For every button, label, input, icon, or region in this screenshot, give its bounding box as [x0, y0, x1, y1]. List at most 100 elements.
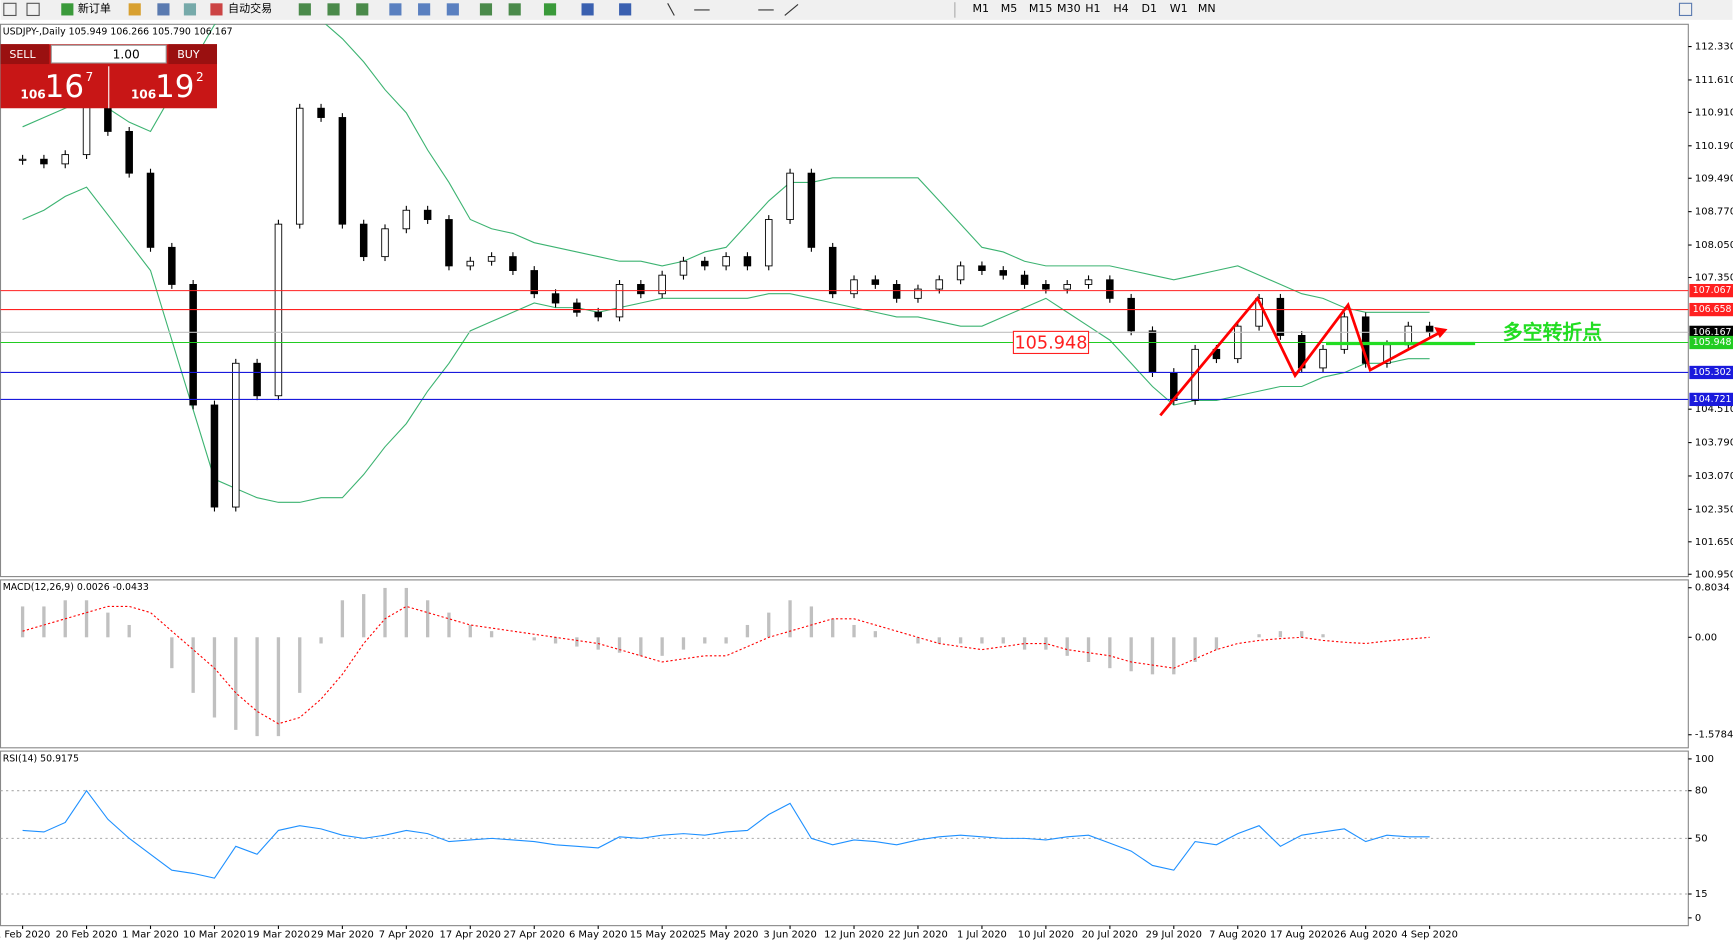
x-tick-label: 6 May 2020	[569, 929, 627, 940]
sell-button[interactable]	[0, 44, 50, 65]
candle	[658, 274, 666, 295]
x-tick-label: 26 Aug 2020	[1334, 929, 1398, 940]
candle	[850, 279, 858, 295]
buy-pips: 19	[155, 69, 194, 105]
candle	[637, 284, 645, 295]
candle	[764, 219, 773, 267]
lot-field[interactable]	[50, 44, 167, 64]
price-level-tag	[1689, 365, 1733, 380]
timeframe-bar: M1 M5 M15 M30 H1 H4 D1 W1 MN	[973, 2, 1216, 15]
candle	[573, 302, 581, 313]
y-tick-label: 112.330	[1695, 42, 1733, 53]
y-tick-label: 103.070	[1695, 471, 1733, 482]
candle	[551, 293, 560, 304]
sell-fraction: 7	[86, 70, 94, 84]
price-level-label: 105.948	[1693, 337, 1732, 348]
y-tick-label: 107.350	[1695, 272, 1733, 283]
price-level-label: 107.067	[1693, 285, 1732, 296]
price-level-tag	[1689, 283, 1733, 298]
timeframe-button[interactable]: D1	[1142, 2, 1158, 15]
y-tick-label: 108.770	[1695, 207, 1733, 218]
candle	[125, 130, 133, 174]
price-level-tag	[1689, 392, 1733, 407]
x-tick-label: 22 Jun 2020	[888, 929, 948, 940]
y-tick-label: 80	[1695, 786, 1708, 797]
candle	[402, 209, 411, 230]
timeframe-button[interactable]: H4	[1113, 2, 1128, 15]
x-tick-label: 3 Jun 2020	[763, 929, 816, 940]
y-tick-label: 0.8034	[1695, 583, 1730, 594]
candle	[828, 246, 837, 295]
x-tick-label: 1 Feb 2020	[0, 929, 50, 940]
auto-trading-button[interactable]: 自动交易	[228, 1, 272, 15]
candle	[466, 260, 475, 267]
candle	[295, 107, 304, 225]
y-tick-label: 104.510	[1695, 404, 1733, 415]
x-tick-label: 15 May 2020	[630, 929, 695, 940]
timeframe-button[interactable]: M5	[1001, 2, 1018, 15]
sell-big-figure: 106	[20, 87, 45, 101]
rsi-panel	[0, 750, 1689, 927]
candle	[359, 223, 368, 258]
y-tick-label: 0	[1695, 913, 1701, 924]
x-tick-label: 1 Jul 2020	[957, 929, 1007, 940]
timeframe-button[interactable]: M15	[1029, 2, 1053, 15]
y-tick-label: 110.190	[1695, 141, 1733, 152]
candle	[1106, 279, 1114, 299]
toolbar	[0, 0, 1733, 20]
macd-panel	[0, 579, 1689, 749]
drawn-trendlines	[1159, 295, 1476, 417]
x-tick-label: 20 Jul 2020	[1082, 929, 1138, 940]
candle	[189, 284, 197, 406]
y-tick-label: -1.5784	[1695, 730, 1733, 741]
candle	[1127, 297, 1135, 332]
buy-button[interactable]	[168, 44, 218, 65]
y-tick-label: 15	[1695, 889, 1708, 900]
candle	[1042, 284, 1050, 290]
x-tick-label: 10 Mar 2020	[183, 929, 246, 940]
timeframe-button[interactable]: M1	[973, 2, 990, 15]
candle	[1319, 348, 1327, 369]
candle	[487, 256, 496, 262]
lot-value[interactable]: 1.00	[113, 48, 140, 62]
y-tick-label: 50	[1695, 833, 1708, 844]
timeframe-button[interactable]: M30	[1057, 2, 1081, 15]
bollinger-band	[22, 24, 1430, 313]
candle	[168, 246, 176, 285]
new-order-button[interactable]: 新订单	[78, 1, 111, 15]
sell-pips: 16	[45, 69, 84, 105]
x-tick-label: 17 Aug 2020	[1270, 929, 1334, 940]
candle	[807, 172, 816, 248]
price-level-label: 105.302	[1693, 367, 1732, 378]
candle	[1425, 325, 1434, 333]
candle	[40, 158, 48, 165]
timeframe-button[interactable]: H1	[1085, 2, 1100, 15]
timeframe-button[interactable]: W1	[1170, 2, 1188, 15]
y-tick-label: 108.050	[1695, 240, 1733, 251]
candle	[61, 154, 69, 165]
x-tick-label: 19 Mar 2020	[247, 929, 310, 940]
y-tick-label: 100.950	[1695, 569, 1733, 580]
pivot-note: 多空转折点	[1503, 321, 1603, 344]
y-tick-label: 109.490	[1695, 173, 1733, 184]
candle	[786, 172, 794, 220]
timeframe-button[interactable]: MN	[1198, 2, 1216, 15]
x-tick-label: 20 Feb 2020	[56, 929, 118, 940]
y-tick-label: 110.910	[1695, 107, 1733, 118]
candle	[445, 219, 453, 267]
candle	[381, 228, 389, 258]
sell-label[interactable]: SELL	[9, 48, 36, 61]
toolbar-icons	[3, 2, 1693, 18]
candle	[722, 256, 730, 267]
x-tick-label: 7 Apr 2020	[379, 929, 434, 940]
buy-label[interactable]: BUY	[177, 48, 200, 61]
candle	[1148, 330, 1157, 373]
rsi-line	[22, 789, 1430, 879]
x-tick-label: 1 Mar 2020	[122, 929, 179, 940]
candle	[423, 209, 432, 220]
price-level-tag	[1689, 302, 1733, 317]
candle	[1340, 316, 1349, 350]
candle	[338, 117, 347, 225]
